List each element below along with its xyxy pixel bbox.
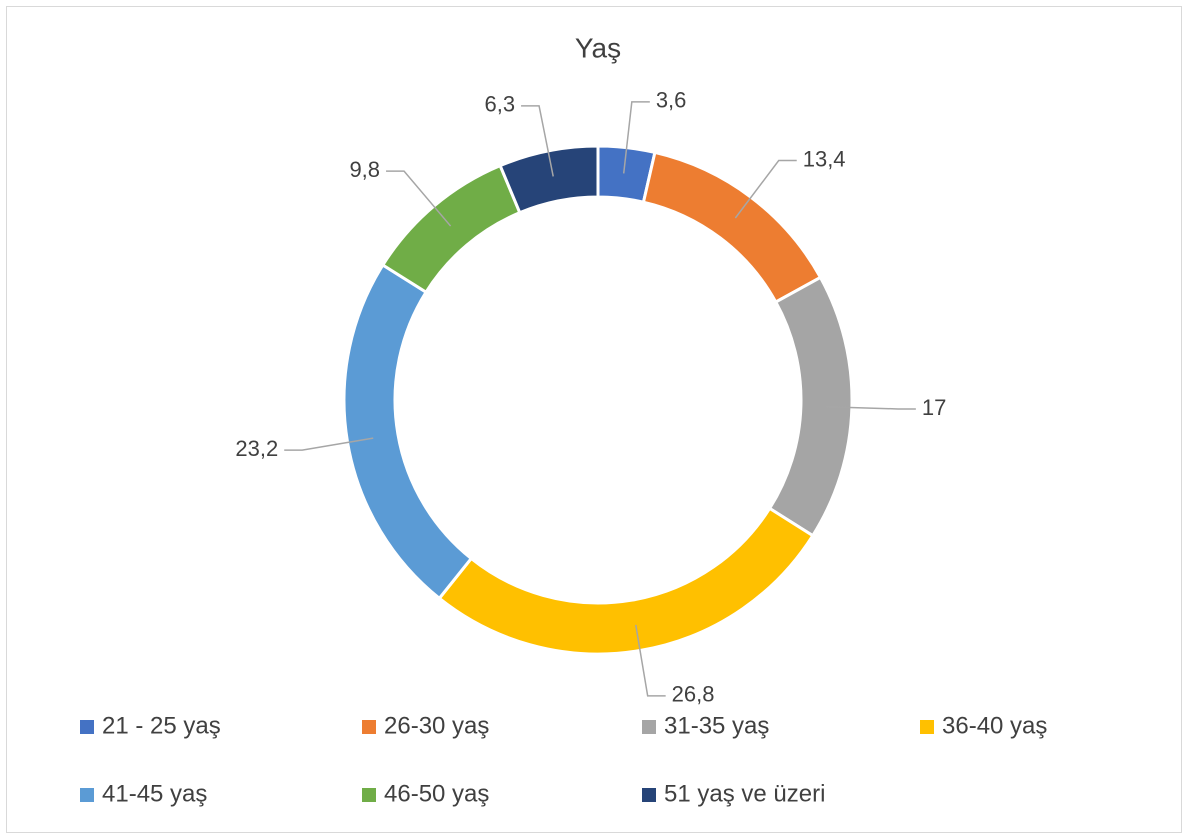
legend-swatch	[920, 720, 934, 734]
legend-label: 21 - 25 yaş	[102, 712, 221, 739]
legend-label: 41-45 yaş	[102, 780, 207, 807]
leader-line	[386, 170, 452, 227]
donut-segment	[498, 144, 600, 215]
data-label: 6,3	[484, 92, 515, 117]
legend-label: 26-30 yaş	[384, 712, 489, 739]
legend-label: 51 yaş ve üzeri	[664, 780, 825, 807]
leader-line	[635, 624, 666, 697]
legend-swatch	[362, 788, 376, 802]
legend-swatch	[642, 720, 656, 734]
legend-swatch	[362, 720, 376, 734]
chart-border	[6, 6, 1182, 833]
legend-swatch	[642, 788, 656, 802]
data-label: 17	[922, 395, 946, 420]
data-label: 9,8	[349, 157, 380, 182]
leader-line	[284, 437, 374, 451]
leader-line	[734, 159, 797, 219]
legend-swatch	[80, 720, 94, 734]
legend-label: 31-35 yaş	[664, 712, 769, 739]
legend-label: 46-50 yaş	[384, 780, 489, 807]
data-label: 3,6	[656, 88, 687, 113]
legend-swatch	[80, 788, 94, 802]
leader-line	[622, 101, 650, 174]
data-label: 13,4	[803, 146, 846, 171]
data-label: 23,2	[235, 436, 278, 461]
chart-title: Yaş	[575, 32, 621, 63]
legend-label: 36-40 yaş	[942, 712, 1047, 739]
data-label: 26,8	[672, 682, 715, 707]
leader-line	[825, 406, 916, 410]
leader-line	[521, 105, 554, 177]
